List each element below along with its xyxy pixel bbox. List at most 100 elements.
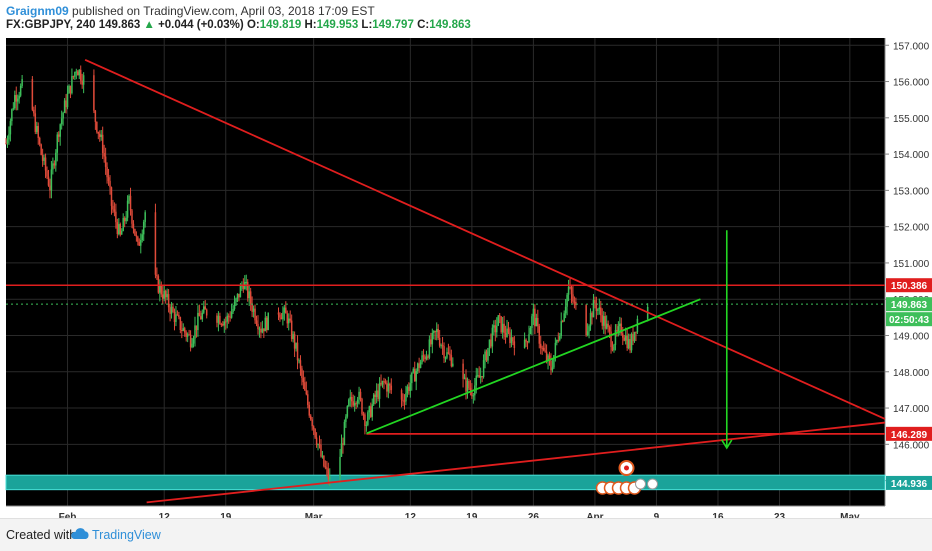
candle-body [428,339,431,358]
candle-body [188,334,190,336]
candle-body [496,325,498,333]
candle-body [63,100,66,113]
candle-body [339,456,341,477]
candle-body [466,380,469,392]
x-tick-label: May [840,512,860,518]
candle-body [191,343,193,348]
candle-body [418,363,420,368]
candle-body [479,376,482,378]
candle-body [400,390,403,400]
candle-body [112,205,114,210]
candle-body [267,312,269,331]
candle-body [572,294,574,302]
candle-body [164,290,167,298]
candle-body [12,108,15,110]
price-label-box [886,475,932,490]
candle-body [66,93,69,108]
publish-info: Graignm09 published on TradingView.com, … [6,4,375,18]
candle-body [68,85,70,94]
candle-body [266,317,268,331]
candle-body [402,399,404,402]
candle-body [125,217,127,222]
candle-body [525,339,527,342]
red-trendline [84,58,886,420]
candle-body [93,75,95,111]
candle-body [285,307,287,314]
x-tick-label: 12 [159,512,171,518]
candle-body [371,404,373,417]
candle-body [204,306,206,310]
candle-body [47,176,50,186]
candle-body [220,324,223,326]
candle-body [569,286,571,288]
price-label-box [886,297,932,312]
x-tick-label: Mar [305,512,323,518]
candle-body [198,312,201,317]
candle-body [437,328,439,338]
price-label: 150.386 [891,281,928,292]
candle-body [50,169,53,191]
candle-body [189,334,192,348]
candle-body [566,294,568,307]
candle-body [413,368,416,382]
candle-body [103,153,105,157]
candle-body [135,235,138,237]
candle-body [589,312,592,327]
y-tick-label: 148.000 [893,368,930,379]
candle-body [15,95,18,102]
candle-body [597,309,599,311]
tradingview-brand-link[interactable]: TradingView [92,528,161,542]
candle-body [107,177,110,181]
x-tick-label: 23 [774,512,786,518]
candle-body [534,308,536,327]
candle-body [315,437,318,445]
price-label: 149.863 [891,300,928,311]
price-label-box [886,426,932,441]
x-tick-label: 26 [528,512,540,518]
candle-body [355,403,357,405]
y-tick-label: 154.000 [893,150,930,161]
candle-body [286,313,289,324]
candle-body [78,69,80,76]
candle-body [390,385,393,391]
candle-body [132,223,135,229]
close-label: C: [417,19,430,31]
candle-body [415,371,417,382]
candle-body [44,157,47,171]
candle-body [302,378,305,383]
candle-body [513,341,516,348]
x-tick-label: Apr [586,512,603,518]
candle-body [162,294,164,299]
candle-body [416,363,419,372]
candle-body [452,363,454,367]
candle-body [69,85,72,94]
candle-body [131,210,133,224]
candle-body [154,212,157,275]
price-chart[interactable]: 157.000 156.000 155.000 154.000 153.000 152.0… [0,36,932,518]
candle-body [506,328,508,337]
candle-body [419,362,422,368]
author-link[interactable]: Graignm09 [6,4,69,18]
candle-body [487,348,489,361]
candle-body [556,340,558,343]
candle-body [123,217,126,222]
candle-body [349,396,352,400]
candle-body [18,95,20,99]
event-count-icon [647,478,659,490]
low-value: 149.797 [372,19,414,31]
candle-body [106,166,108,178]
candle-body [57,134,60,137]
candle-body [53,163,56,166]
candle-body [258,328,261,330]
candle-body [500,316,502,333]
candle-body [293,334,296,349]
x-tick-label: 19 [220,512,232,518]
y-tick-label: 156.000 [893,78,930,89]
candle-body [216,315,218,323]
y-tick-label: 146.000 [893,440,930,451]
plot-area [6,38,885,506]
candle-body [616,329,618,332]
candle-body [203,306,205,313]
x-tick-label: 19 [466,512,478,518]
candle-body [74,72,76,77]
